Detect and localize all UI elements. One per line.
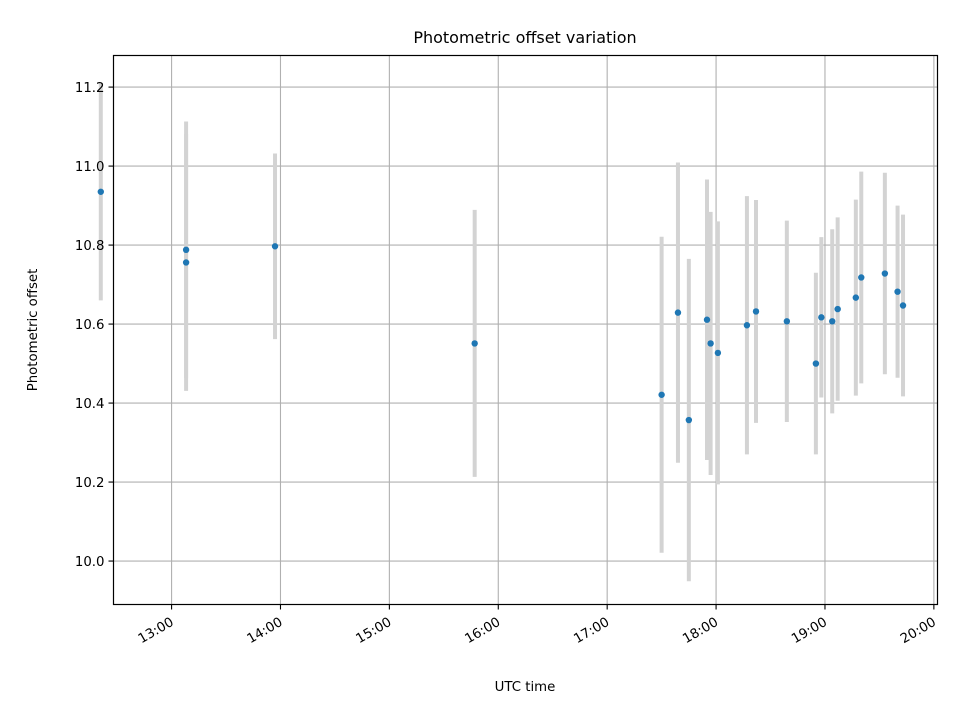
data-point (818, 314, 825, 321)
data-point (852, 294, 860, 301)
data-point (899, 302, 907, 309)
data-point (674, 309, 682, 316)
y-tick-label: 10.2 (75, 476, 105, 491)
data-point (97, 188, 104, 195)
grid (113, 55, 938, 605)
data-point (829, 318, 836, 325)
data-point (182, 259, 190, 266)
y-tick-label: 10.6 (75, 318, 105, 333)
data-points (97, 188, 907, 424)
data-point (707, 340, 714, 347)
y-tick-label: 10.0 (75, 555, 105, 570)
y-tick-label: 11.2 (75, 81, 105, 96)
data-point (685, 416, 693, 424)
y-tick-label: 10.4 (75, 397, 105, 412)
y-axis-label: Photometric offset (26, 269, 41, 392)
data-point (812, 360, 820, 367)
data-point (752, 308, 760, 315)
data-point (783, 318, 791, 325)
data-point (894, 288, 901, 295)
data-point (714, 349, 722, 357)
data-point (703, 316, 711, 323)
data-point (658, 391, 665, 398)
data-point (182, 246, 190, 254)
plot-frame (112, 54, 939, 606)
y-tick-label: 10.8 (75, 239, 105, 254)
x-axis-label: UTC time (495, 680, 556, 695)
data-point (471, 340, 478, 347)
y-axis-ticks: 10.0 10.2 10.4 10.6 10.8 11.0 11.2 (75, 81, 114, 570)
data-point (271, 243, 279, 250)
chart-title: Photometric offset variation (413, 28, 636, 47)
data-point (834, 305, 841, 313)
data-point (743, 322, 751, 329)
y-tick-label: 11.0 (75, 160, 105, 175)
data-point (881, 270, 889, 277)
data-point (858, 274, 865, 281)
